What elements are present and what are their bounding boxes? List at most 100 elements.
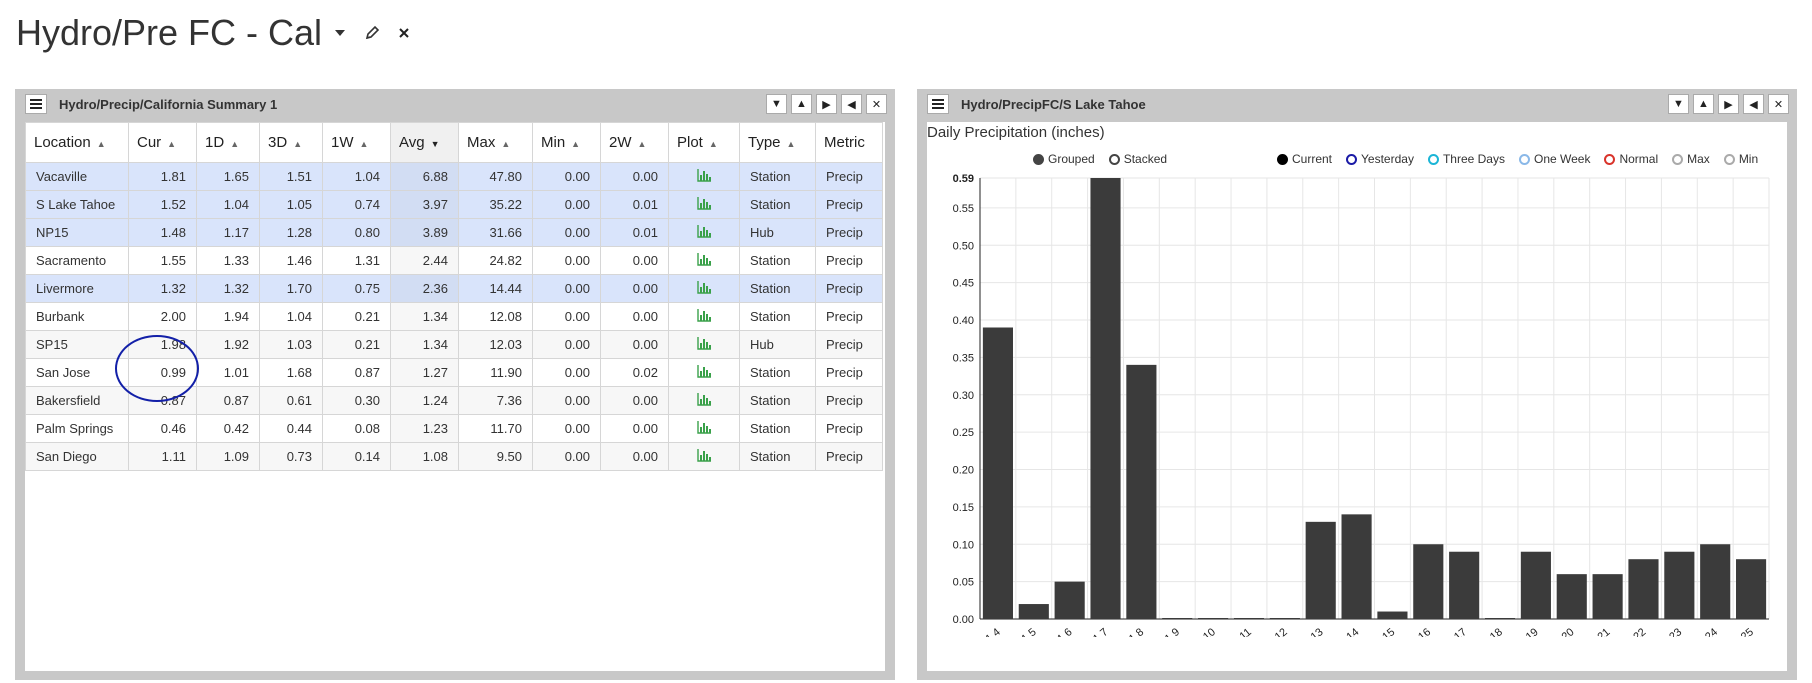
sort-icon[interactable]: ▲ <box>571 139 581 149</box>
table-row[interactable]: Sacramento 1.55 1.33 1.46 1.31 2.44 24.82 0.00 0… <box>25 246 883 275</box>
table-row[interactable]: San Jose 0.99 1.01 1.68 0.87 1.27 11.90 0.00 0.0… <box>25 358 883 387</box>
legend-item-three-days[interactable]: Three Days <box>1427 152 1505 166</box>
bar[interactable] <box>1162 618 1193 619</box>
bar[interactable] <box>982 327 1013 619</box>
bar-chart-icon[interactable] <box>697 364 711 381</box>
bar[interactable] <box>1736 559 1767 619</box>
bar-chart-icon[interactable] <box>697 308 711 325</box>
bar[interactable] <box>1700 544 1731 619</box>
table-row[interactable]: Palm Springs 0.46 0.42 0.44 0.08 1.23 11.70 0.0… <box>25 414 883 443</box>
column-header-type[interactable]: Type ▲ <box>739 122 816 163</box>
bar[interactable] <box>1126 364 1157 619</box>
collapse-down-icon[interactable]: ▼ <box>1668 94 1689 114</box>
plot-cell[interactable] <box>668 162 740 191</box>
sort-descending-icon[interactable]: ▼ <box>430 139 440 149</box>
move-right-icon[interactable]: ▶ <box>816 94 837 114</box>
column-header-avg[interactable]: Avg ▼ <box>390 122 459 163</box>
close-icon[interactable] <box>398 27 410 39</box>
plot-cell[interactable] <box>668 330 740 359</box>
table-row[interactable]: S Lake Tahoe 1.52 1.04 1.05 0.74 3.97 35.22 0.0… <box>25 190 883 219</box>
column-header-min[interactable]: Min ▲ <box>532 122 601 163</box>
sort-icon[interactable]: ▲ <box>293 139 303 149</box>
bar-chart-icon[interactable] <box>697 420 711 437</box>
column-header-2w[interactable]: 2W ▲ <box>600 122 669 163</box>
sort-icon[interactable]: ▲ <box>359 139 369 149</box>
plot-cell[interactable] <box>668 386 740 415</box>
bar[interactable] <box>1413 544 1444 619</box>
column-header-location[interactable]: Location ▲ <box>25 122 129 163</box>
plot-cell[interactable] <box>668 274 740 303</box>
pencil-icon[interactable] <box>364 25 380 41</box>
sort-icon[interactable]: ▲ <box>708 139 718 149</box>
column-header-max[interactable]: Max ▲ <box>458 122 533 163</box>
legend-item-normal[interactable]: Normal <box>1604 152 1658 166</box>
sort-icon[interactable]: ▲ <box>501 139 511 149</box>
legend-item-max[interactable]: Max <box>1672 152 1710 166</box>
bar[interactable] <box>1305 521 1336 619</box>
hamburger-menu-icon[interactable] <box>927 94 949 114</box>
bar[interactable] <box>1054 581 1085 619</box>
table-row[interactable]: Vacaville 1.81 1.65 1.51 1.04 6.88 47.80 0.00 0.… <box>25 162 883 191</box>
column-header-3d[interactable]: 3D ▲ <box>259 122 323 163</box>
sort-icon[interactable]: ▲ <box>786 139 796 149</box>
bar[interactable] <box>1556 574 1587 619</box>
table-row[interactable]: Livermore 1.32 1.32 1.70 0.75 2.36 14.44 0.00 0.… <box>25 274 883 303</box>
column-header-1w[interactable]: 1W ▲ <box>322 122 391 163</box>
bar[interactable] <box>1341 514 1372 619</box>
bar[interactable] <box>1664 551 1695 619</box>
column-header-plot[interactable]: Plot ▲ <box>668 122 740 163</box>
bar-chart-icon[interactable] <box>697 224 711 241</box>
hamburger-menu-icon[interactable] <box>25 94 47 114</box>
move-up-icon[interactable]: ▲ <box>1693 94 1714 114</box>
table-row[interactable]: San Diego 1.11 1.09 0.73 0.14 1.08 9.50 0.00 0.0… <box>25 442 883 471</box>
table-row[interactable]: Bakersfield 0.87 0.87 0.61 0.30 1.24 7.36 0.00 0… <box>25 386 883 415</box>
bar[interactable] <box>1233 618 1265 619</box>
plot-cell[interactable] <box>668 302 740 331</box>
close-panel-icon[interactable]: ✕ <box>1768 94 1789 114</box>
bar-chart-icon[interactable] <box>697 392 711 409</box>
plot-cell[interactable] <box>668 246 740 275</box>
bar[interactable] <box>1198 618 1229 619</box>
plot-cell[interactable] <box>668 414 740 443</box>
bar[interactable] <box>1520 551 1551 619</box>
radio-selected-icon[interactable] <box>1033 153 1044 165</box>
bar[interactable] <box>1628 559 1659 619</box>
sort-icon[interactable]: ▲ <box>167 139 177 149</box>
plot-cell[interactable] <box>668 358 740 387</box>
move-up-icon[interactable]: ▲ <box>791 94 812 114</box>
plot-cell[interactable] <box>668 218 740 247</box>
bar-chart-icon[interactable] <box>697 280 711 297</box>
sort-icon[interactable]: ▲ <box>637 139 647 149</box>
table-row[interactable]: Burbank 2.00 1.94 1.04 0.21 1.34 12.08 0.00 0.00… <box>25 302 883 331</box>
legend-item-current[interactable]: Current <box>1277 152 1332 166</box>
sort-icon[interactable]: ▲ <box>230 139 240 149</box>
bar[interactable] <box>1090 178 1121 619</box>
caret-down-icon[interactable] <box>334 29 346 37</box>
bar[interactable] <box>1484 618 1516 619</box>
bar-chart-icon[interactable] <box>697 336 711 353</box>
column-header-1d[interactable]: 1D ▲ <box>196 122 260 163</box>
move-right-icon[interactable]: ▶ <box>1718 94 1739 114</box>
collapse-down-icon[interactable]: ▼ <box>766 94 787 114</box>
legend-item-min[interactable]: Min <box>1723 152 1758 166</box>
close-panel-icon[interactable]: ✕ <box>866 94 887 114</box>
plot-cell[interactable] <box>668 190 740 219</box>
bar[interactable] <box>1592 574 1623 619</box>
table-row[interactable]: SP15 1.98 1.92 1.03 0.21 1.34 12.03 0.00 0.00 Hub… <box>25 330 883 359</box>
bar-chart-icon[interactable] <box>697 168 711 185</box>
bar-chart-icon[interactable] <box>697 196 711 213</box>
sort-icon[interactable]: ▲ <box>96 139 106 149</box>
column-header-metric[interactable]: Metric <box>815 122 883 163</box>
bar[interactable] <box>1018 604 1049 619</box>
radio-unselected-icon[interactable] <box>1108 153 1120 165</box>
column-header-cur[interactable]: Cur ▲ <box>128 122 197 163</box>
move-left-icon[interactable]: ◀ <box>1743 94 1764 114</box>
plot-cell[interactable] <box>668 442 740 471</box>
legend-item-yesterday[interactable]: Yesterday <box>1346 152 1414 166</box>
move-left-icon[interactable]: ◀ <box>841 94 862 114</box>
legend-item-one-week[interactable]: One Week <box>1518 152 1590 166</box>
bar[interactable] <box>1449 551 1480 619</box>
bar[interactable] <box>1377 611 1408 619</box>
mode-option-stacked[interactable]: Stacked <box>1108 152 1167 166</box>
mode-option-grouped[interactable]: Grouped <box>1033 152 1095 166</box>
